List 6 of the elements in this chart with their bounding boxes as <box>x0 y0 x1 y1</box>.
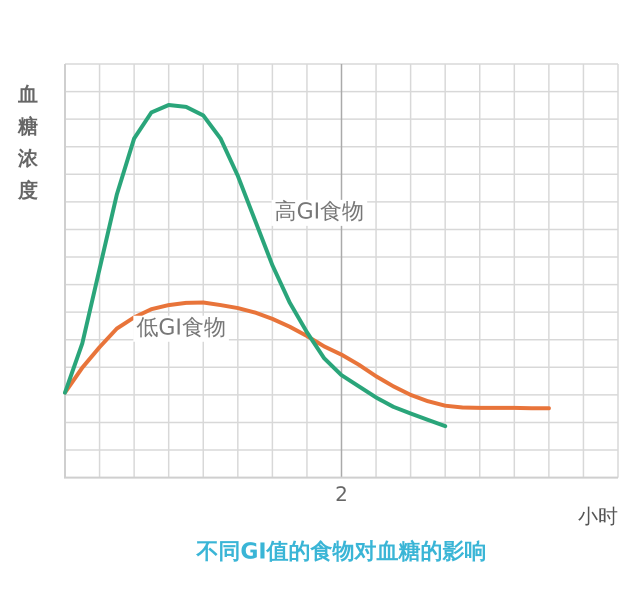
y-axis-title: 血糖浓度 <box>17 82 39 202</box>
x-axis-title: 小时 <box>578 504 618 528</box>
text: 2 <box>335 482 348 506</box>
series-label: 高GI食物 <box>274 200 364 225</box>
series-label: 低GI食物 <box>136 315 226 340</box>
text: 不同GI值的食物对血糖的影响 <box>195 540 487 565</box>
